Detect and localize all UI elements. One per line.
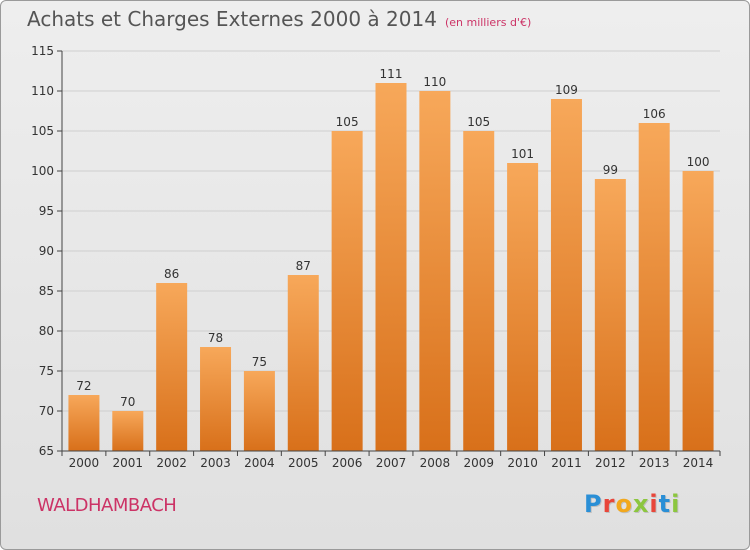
data-label: 86 — [164, 267, 179, 281]
logo-letter: i — [671, 490, 681, 518]
bar — [200, 347, 232, 451]
y-tick-label: 115 — [31, 44, 54, 58]
x-tick-label: 2004 — [244, 456, 275, 470]
y-tick-label: 65 — [39, 444, 54, 458]
y-tick-label: 95 — [39, 204, 54, 218]
y-tick-label: 85 — [39, 284, 54, 298]
chart-subtitle: (en milliers d'€) — [444, 16, 532, 29]
x-tick-label: 2011 — [551, 456, 582, 470]
data-label: 99 — [603, 163, 618, 177]
data-label: 101 — [511, 147, 534, 161]
bar — [243, 371, 275, 451]
bar — [112, 411, 144, 451]
logo-letter: r — [602, 490, 616, 518]
data-label: 111 — [380, 67, 403, 81]
data-label: 105 — [336, 115, 359, 129]
y-tick-label: 90 — [39, 244, 54, 258]
bar — [68, 395, 100, 451]
place-name: WALDHAMBACH — [37, 495, 177, 516]
chart-title-text: Achats et Charges Externes 2000 à 2014 — [27, 7, 437, 31]
x-tick-label: 2005 — [288, 456, 319, 470]
x-tick-label: 2010 — [507, 456, 538, 470]
bar — [331, 131, 363, 451]
x-tick-label: 2000 — [69, 456, 100, 470]
chart-title: Achats et Charges Externes 2000 à 2014 (e… — [27, 7, 531, 31]
bar — [419, 91, 451, 451]
data-label: 78 — [208, 331, 223, 345]
logo-letter: o — [615, 490, 633, 518]
bar — [638, 123, 670, 451]
logo-letter: x — [632, 490, 650, 518]
data-label: 75 — [252, 355, 267, 369]
logo-letter: t — [658, 490, 672, 518]
logo-letter: P — [584, 490, 603, 518]
x-tick-label: 2012 — [595, 456, 626, 470]
x-tick-label: 2014 — [683, 456, 714, 470]
data-label: 109 — [555, 83, 578, 97]
x-tick-label: 2002 — [156, 456, 187, 470]
x-tick-label: 2006 — [332, 456, 363, 470]
logo-letter: i — [649, 490, 659, 518]
data-label: 87 — [296, 259, 311, 273]
proxiti-logo: Proxiti — [584, 490, 680, 518]
bar — [550, 99, 582, 451]
y-tick-label: 80 — [39, 324, 54, 338]
bar — [287, 275, 319, 451]
x-tick-label: 2008 — [420, 456, 451, 470]
bar — [507, 163, 539, 451]
x-tick-label: 2001 — [113, 456, 144, 470]
y-tick-label: 105 — [31, 124, 54, 138]
bar — [375, 83, 407, 451]
x-tick-label: 2003 — [200, 456, 231, 470]
bar — [463, 131, 495, 451]
data-label: 110 — [423, 75, 446, 89]
data-label: 70 — [120, 395, 135, 409]
y-tick-label: 75 — [39, 364, 54, 378]
bar — [682, 171, 714, 451]
x-tick-label: 2009 — [463, 456, 494, 470]
bar — [156, 283, 188, 451]
y-tick-label: 70 — [39, 404, 54, 418]
data-label: 100 — [687, 155, 710, 169]
x-tick-label: 2013 — [639, 456, 670, 470]
x-tick-label: 2007 — [376, 456, 407, 470]
data-label: 105 — [467, 115, 490, 129]
data-label: 106 — [643, 107, 666, 121]
y-tick-label: 110 — [31, 84, 54, 98]
data-label: 72 — [76, 379, 91, 393]
bar — [594, 179, 626, 451]
y-tick-label: 100 — [31, 164, 54, 178]
